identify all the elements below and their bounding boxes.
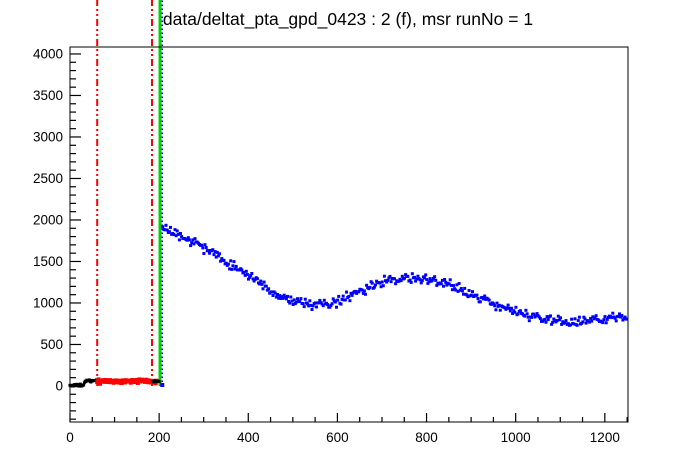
x-tick-label: 1200 bbox=[590, 430, 620, 445]
y-tick-label: 500 bbox=[40, 337, 63, 352]
y-tick-label: 2500 bbox=[33, 171, 63, 186]
y-tick-label: 1000 bbox=[33, 295, 63, 310]
y-tick-label: 3000 bbox=[33, 129, 63, 144]
chart-layers: 0 200 400 600 800 1000 1200 0 500 1000 1500 2000 250… bbox=[33, 0, 629, 445]
vlines-layer bbox=[96, 0, 164, 386]
x-tick-label: 0 bbox=[66, 430, 74, 445]
t0-bin-marker bbox=[160, 382, 165, 387]
series-pre-t0-raw-data-tail bbox=[151, 379, 161, 384]
series-muon-decay-histogram bbox=[161, 223, 628, 327]
x-tick-label: 800 bbox=[415, 430, 438, 445]
x-tick-label: 200 bbox=[148, 430, 171, 445]
x-tick-label: 1000 bbox=[501, 430, 531, 445]
plot-title: data/deltat_pta_gpd_0423 : 2 (f), msr ru… bbox=[163, 9, 533, 30]
x-tick-label: 600 bbox=[326, 430, 349, 445]
y-tick-label: 3500 bbox=[33, 88, 63, 103]
x-tick-label: 400 bbox=[237, 430, 260, 445]
x-axis: 0 200 400 600 800 1000 1200 bbox=[66, 413, 628, 445]
y-tick-label: 0 bbox=[55, 378, 63, 393]
series-background-window-data bbox=[95, 377, 159, 386]
y-axis: 0 500 1000 1500 2000 2500 3000 3500 4000 bbox=[33, 46, 81, 420]
y-tick-label: 4000 bbox=[33, 46, 63, 61]
plot-frame bbox=[69, 46, 629, 423]
y-tick-label: 2000 bbox=[33, 212, 63, 227]
y-tick-label: 1500 bbox=[33, 254, 63, 269]
